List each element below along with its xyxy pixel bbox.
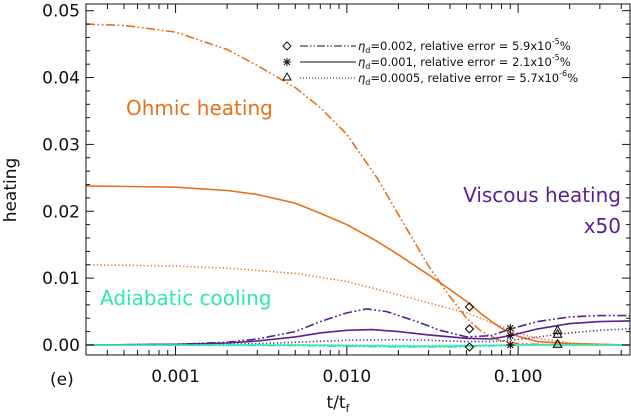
x-axis-label: t/tf	[327, 393, 351, 415]
annotation-x50: x50	[584, 214, 621, 238]
legend-value-2: =0.0005, relative error = 5.7x10	[370, 71, 559, 85]
marker-diamond-0	[464, 302, 475, 312]
legend-eta-1: η	[358, 55, 365, 69]
y-axis-label: heating	[1, 158, 21, 223]
x-tick-label-2: 0.100	[494, 367, 543, 387]
legend-diamond-icon	[282, 41, 292, 51]
legend-exp-0: -5	[552, 37, 560, 46]
x-axis-label-main: t/t	[327, 393, 346, 413]
series-line-1	[85, 185, 631, 346]
marker-diamond-2	[464, 342, 475, 352]
legend-text-2: ηd=0.0005, relative error = 5.7x10-6%	[358, 69, 578, 87]
x-tick-label-1: 0.010	[323, 367, 372, 387]
legend-value-1: =0.001, relative error = 2.1x10	[370, 55, 551, 69]
marker-triangle-6	[552, 324, 563, 334]
legend-eta-sub-0: d	[365, 46, 370, 55]
x-tick-label-0: 0.001	[151, 367, 200, 387]
marker-asterisk-4	[506, 331, 515, 340]
panel-label: (e)	[50, 370, 74, 390]
legend-text-0: ηd=0.002, relative error = 5.9x10-5%	[358, 37, 571, 55]
marker-triangle-8	[552, 338, 563, 348]
legend-entry-1: ηd=0.001, relative error = 2.1x10-5%	[283, 53, 571, 71]
legend-unit-0: %	[560, 39, 571, 53]
series-line-7	[86, 344, 630, 348]
legend-triangle-icon	[282, 71, 292, 81]
y-tick-label-2: 0.02	[42, 202, 80, 222]
annotation-ohmic: Ohmic heating	[126, 96, 273, 120]
series-line-8	[86, 344, 630, 347]
marker-asterisk-3	[506, 324, 515, 333]
series-line-0	[85, 23, 630, 346]
marker-asterisk-5	[506, 340, 515, 349]
plot-frame	[85, 3, 631, 356]
y-tick-label-5: 0.05	[42, 2, 80, 22]
legend-entry-0: ηd=0.002, relative error = 5.9x10-5%	[282, 37, 571, 55]
annotation-viscous: Viscous heating	[463, 183, 621, 207]
tick-layer: 0.00 0.01 0.02 0.03 0.04 0.05 0.001 0.010 0.100	[42, 2, 630, 387]
y-tick-label-3: 0.03	[42, 135, 80, 155]
series-line-4	[85, 320, 631, 346]
legend-asterisk-icon	[283, 58, 291, 66]
legend-eta-2: η	[358, 71, 365, 85]
marker-triangle-7	[552, 328, 563, 338]
legend-text-1: ηd=0.001, relative error = 2.1x10-5%	[358, 53, 571, 71]
marker-layer	[464, 302, 563, 352]
legend-exp-2: -6	[559, 69, 567, 78]
annotation-adiabatic: Adiabatic cooling	[100, 286, 272, 310]
y-tick-label-0: 0.00	[42, 336, 80, 356]
series-layer	[85, 23, 631, 348]
marker-diamond-1	[464, 324, 475, 334]
legend-value-0: =0.002, relative error = 5.9x10	[370, 39, 551, 53]
legend-eta-0: η	[358, 39, 365, 53]
y-tick-label-4: 0.04	[42, 69, 80, 89]
legend-unit-2: %	[567, 71, 578, 85]
legend-eta-sub-1: d	[365, 62, 370, 71]
legend: ηd=0.002, relative error = 5.9x10-5% ηd=…	[282, 37, 578, 87]
legend-eta-sub-2: d	[365, 78, 370, 87]
legend-unit-1: %	[560, 55, 571, 69]
x-axis-label-sub: f	[346, 402, 351, 415]
y-tick-label-1: 0.01	[42, 269, 80, 289]
legend-exp-1: -5	[552, 53, 560, 62]
legend-entry-2: ηd=0.0005, relative error = 5.7x10-6%	[282, 69, 578, 87]
series-line-3	[85, 308, 630, 346]
